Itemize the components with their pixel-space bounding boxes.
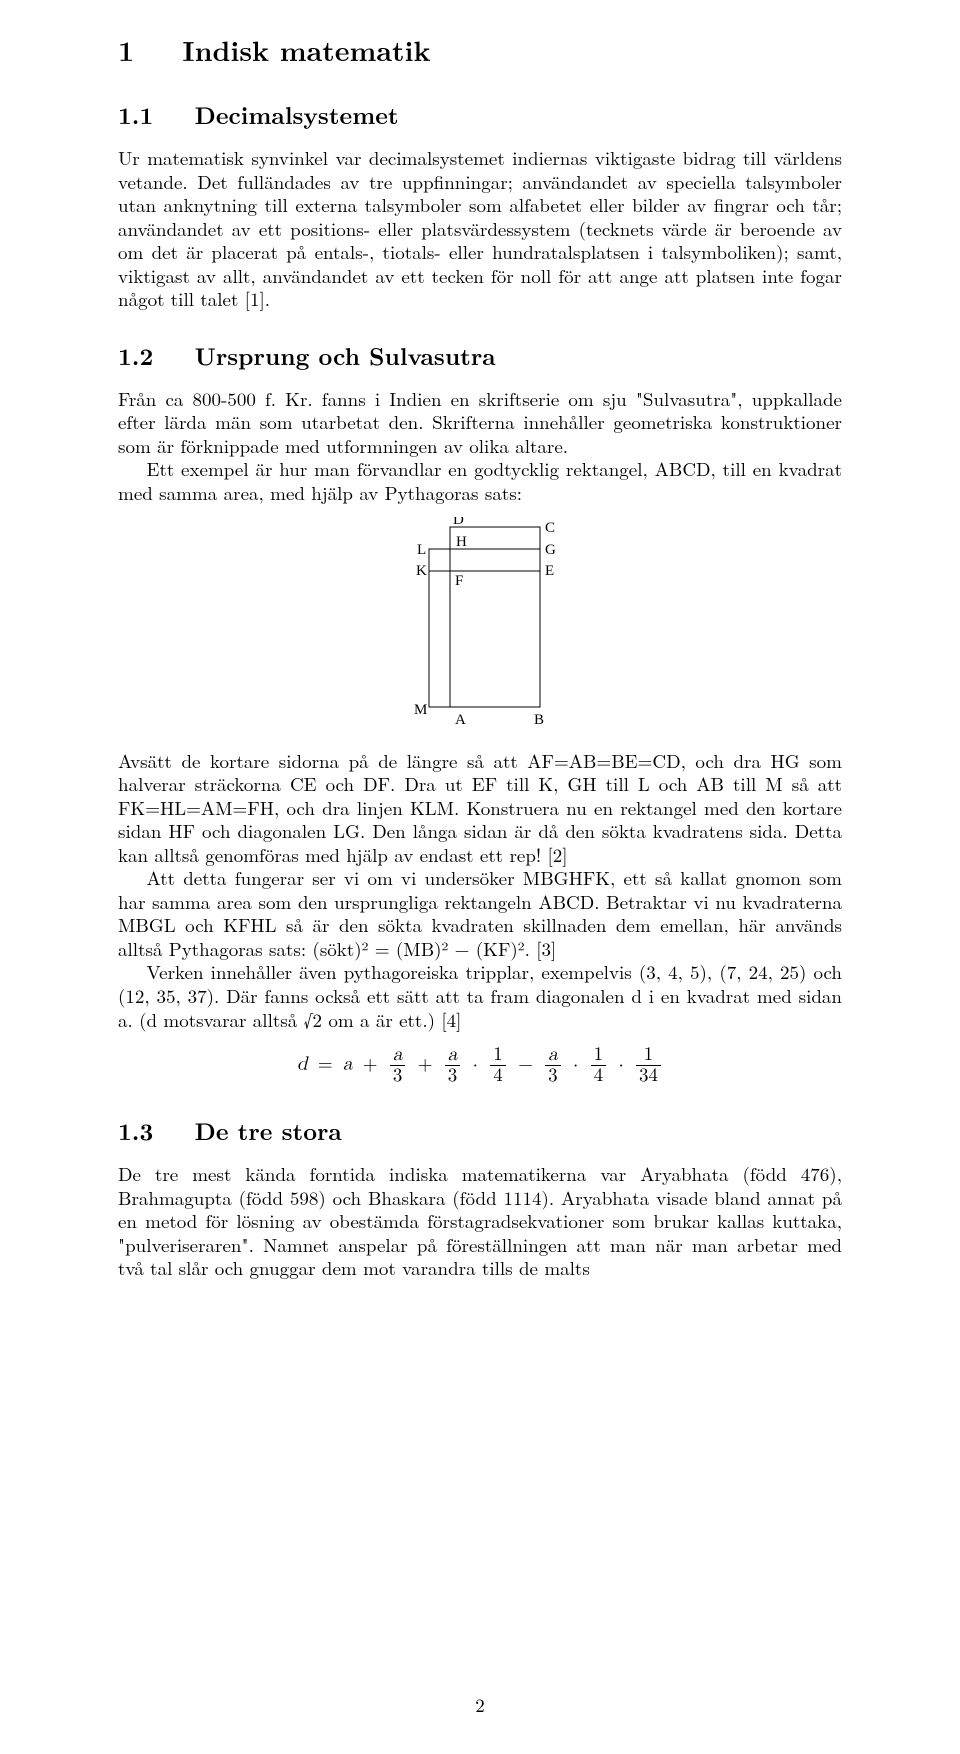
eq-dot-3: · bbox=[614, 1055, 627, 1074]
eq-plus-2: + bbox=[414, 1055, 437, 1074]
eq-dot-1: · bbox=[469, 1055, 482, 1074]
eq-frac-2b: 1 4 bbox=[490, 1045, 506, 1086]
section-1-3-title: De tre stora bbox=[195, 1114, 342, 1148]
eq-plus-1: + bbox=[359, 1055, 382, 1074]
page-number: 2 bbox=[0, 1691, 960, 1718]
diagram-label-B: B bbox=[534, 712, 544, 728]
section-1-2-title: Ursprung och Sulvasutra bbox=[195, 339, 496, 373]
section-1-2-paragraph-1: Från ca 800-500 f. Kr. fanns i Indien en… bbox=[118, 387, 842, 458]
rectangle-construction-diagram: D C L H G K F E M A B bbox=[380, 517, 580, 737]
diagram-label-K: K bbox=[416, 563, 427, 579]
section-1-2-number: 1.2 bbox=[118, 339, 153, 373]
diagonal-equation: d = a + a 3 + a 3 · 1 4 − a 3 · 1 4 · 1 … bbox=[118, 1045, 842, 1086]
eq-a0: a bbox=[343, 1055, 353, 1074]
eq-frac-3b: 1 4 bbox=[591, 1045, 607, 1086]
section-1-3-number: 1.3 bbox=[118, 1114, 153, 1148]
eq-minus: − bbox=[514, 1055, 537, 1074]
section-1-2-paragraph-3: Avsätt de kortare sidorna på de längre s… bbox=[118, 749, 842, 867]
section-1-1-paragraph-1: Ur matematisk synvinkel var decimalsyste… bbox=[118, 146, 842, 311]
diagram-label-A: A bbox=[455, 712, 466, 728]
eq-frac-3a: a 3 bbox=[545, 1045, 561, 1086]
diagram-label-D: D bbox=[453, 517, 464, 528]
section-1-2-paragraph-4: Att detta fungerar ser vi om vi undersök… bbox=[118, 866, 842, 960]
eq-dot-2: · bbox=[569, 1055, 582, 1074]
diagram-label-E: E bbox=[545, 563, 554, 579]
section-1-number: 1 bbox=[118, 30, 134, 70]
diagram-label-F: F bbox=[455, 573, 463, 589]
section-1-1-heading: 1.1 Decimalsystemet bbox=[118, 98, 842, 132]
eq-equals: = bbox=[314, 1055, 337, 1074]
section-1-2-heading: 1.2 Ursprung och Sulvasutra bbox=[118, 339, 842, 373]
section-1-title: Indisk matematik bbox=[182, 30, 430, 70]
diagram-label-G: G bbox=[545, 542, 556, 558]
section-1-1-title: Decimalsystemet bbox=[195, 98, 399, 132]
section-1-3-heading: 1.3 De tre stora bbox=[118, 1114, 842, 1148]
diagram-label-H: H bbox=[456, 534, 467, 550]
section-1-2-paragraph-2: Ett exempel är hur man förvandlar en god… bbox=[118, 457, 842, 504]
diagram-label-L: L bbox=[417, 542, 426, 558]
eq-frac-3c: 1 34 bbox=[636, 1045, 661, 1086]
section-1-heading: 1 Indisk matematik bbox=[118, 30, 842, 70]
eq-lhs: d bbox=[297, 1055, 308, 1074]
section-1-1-number: 1.1 bbox=[118, 98, 153, 132]
eq-frac-1: a 3 bbox=[390, 1045, 406, 1086]
section-1-3-paragraph-1: De tre mest kända forntida indiska matem… bbox=[118, 1162, 842, 1280]
page: 1 Indisk matematik 1.1 Decimalsystemet U… bbox=[0, 0, 960, 1754]
eq-frac-2a: a 3 bbox=[445, 1045, 461, 1086]
section-1-2-paragraph-5: Verken innehåller även pythagoreiska tri… bbox=[118, 960, 842, 1031]
diagram-label-C: C bbox=[545, 520, 555, 536]
diagram-label-M: M bbox=[414, 702, 427, 718]
